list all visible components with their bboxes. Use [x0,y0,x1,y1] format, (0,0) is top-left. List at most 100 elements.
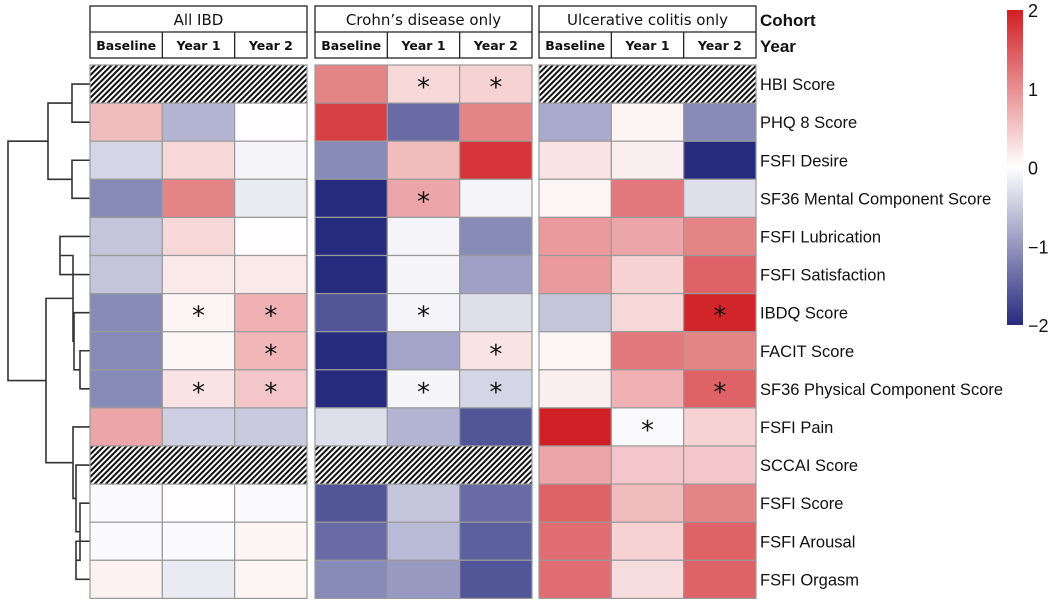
heatmap-cell [459,521,533,561]
significance-marker: * [641,416,654,446]
heatmap-cell [459,407,533,447]
heatmap-cell [683,102,757,142]
heatmap-cell [683,483,757,523]
heatmap-cell [234,483,308,523]
heatmap-cell [89,369,163,409]
significance-marker: * [489,378,502,408]
heatmap-cell [386,369,461,409]
heatmap-cell [538,140,612,180]
dendrogram-branch [47,102,72,181]
heatmap-cell [683,178,757,219]
heatmap-cell [89,521,163,561]
row-label: SF36 Physical Component Score [760,381,1003,399]
heatmap-cell [234,254,308,295]
row-label: FSFI Lubrication [760,228,881,246]
heatmap-cell [161,483,236,523]
missing-cell [89,445,308,485]
heatmap-cell [234,521,308,561]
heatmap-cell [538,559,612,599]
year-label: Baseline [96,38,156,53]
heatmap-cell [459,293,533,333]
heatmap-cell [89,254,163,295]
heatmap-cell [683,521,757,561]
heatmap-cell [538,483,612,523]
heatmap-cell [89,178,163,219]
heatmap-cell [89,331,163,371]
row-labels: HBI Score PHQ 8 Score FSFI Desire SF36 Ment… [760,76,1003,589]
heatmap-cell [234,178,308,219]
year-label: Baseline [321,38,381,53]
heatmap-cell [459,140,533,180]
dendrogram-branch [75,464,90,533]
row-label: SCCAI Score [760,457,858,475]
year-label: Year 2 [697,38,742,53]
heatmap-cell [538,254,612,295]
colorbar-tick-label: −1 [1028,237,1049,257]
heatmap-cell [683,445,757,485]
heatmap-cell [538,216,612,257]
significance-marker: * [489,340,502,370]
heatmap-cell [610,293,685,333]
row-label: FSFI Satisfaction [760,267,886,285]
column-header: All IBD Baseline Year 1 Year 2 Crohn’s disea… [89,5,757,59]
heatmap-cell [610,102,685,142]
heatmap-cell [459,64,533,104]
row-label: FSFI Arousal [760,533,855,551]
heatmap-cell [234,140,308,180]
dendrogram-branch [73,311,90,371]
heatmap-cell [683,216,757,257]
heatmap-cell [610,445,685,485]
heatmap-cell [314,521,388,561]
year-label: Year 2 [248,38,293,53]
heatmap-cell [683,140,757,180]
dendrogram-branch [71,159,90,200]
heatmap-cell [161,331,236,371]
heatmap-cell [386,140,461,180]
heatmap-cell [314,483,388,523]
heatmap-cell [386,254,461,295]
missing-cell [89,64,308,104]
year-label: Year 2 [473,38,518,53]
heatmap-cell [610,331,685,371]
heatmap-cell [610,178,685,219]
row-label: FSFI Score [760,495,843,513]
heatmap-cell [89,102,163,142]
dendrogram-branch [7,140,48,382]
heatmap-cell [161,178,236,219]
heatmap-cell [89,293,163,333]
heatmap-cell [161,559,236,599]
dendrogram-branch [79,349,90,390]
significance-marker: * [417,302,430,332]
row-label: FSFI Pain [760,419,833,437]
heatmap-cell [683,293,757,333]
heatmap-cell [161,254,236,295]
heatmap-cell [314,216,388,257]
heatmap-cell [314,140,388,180]
heatmap-cell [610,216,685,257]
row-dendrogram [7,83,90,581]
heatmap-cell [161,140,236,180]
significance-marker: * [713,378,726,408]
heatmap-cell [314,407,388,447]
cohort-label: Ulcerative colitis only [567,11,728,29]
colorbar-tick-label: −2 [1028,316,1049,336]
heatmap-cell [386,559,461,599]
heatmap-cell [459,178,533,219]
heatmap-cell [161,521,236,561]
heatmap-cell [538,445,612,485]
year-label: Baseline [545,38,605,53]
heatmap-cell [538,178,612,219]
row-label: SF36 Mental Component Score [760,190,991,208]
heatmap-cell [234,331,308,371]
row-label: IBDQ Score [760,305,848,323]
heatmap-cell [89,407,163,447]
heatmap-cell [459,369,533,409]
heatmap-cell [610,521,685,561]
heatmap-cell [314,178,388,219]
year-label: Year 1 [400,38,445,53]
heatmap-cell [459,483,533,523]
heatmap-cell [538,521,612,561]
heatmap-cell [314,559,388,599]
row-label: HBI Score [760,76,835,94]
heatmap-cell [683,331,757,371]
